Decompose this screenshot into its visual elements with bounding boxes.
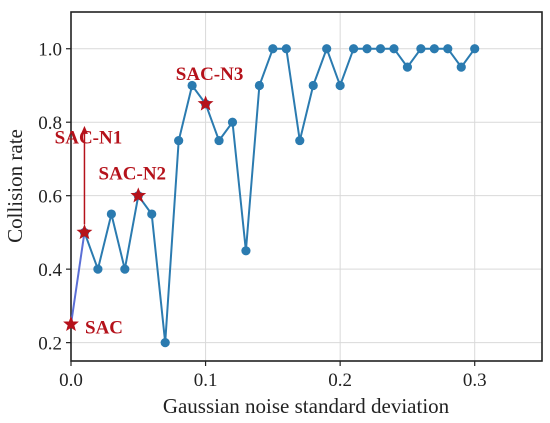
y-tick-label-1: 0.4 [38, 260, 62, 281]
data-point-20 [349, 44, 359, 54]
data-point-25 [416, 44, 426, 54]
y-tick-label-3: 0.8 [38, 113, 62, 134]
y-tick-label-4: 1.0 [38, 40, 62, 61]
star-marker-1 [76, 224, 93, 240]
data-point-19 [335, 80, 345, 91]
annotation-label-2: SAC-N2 [99, 164, 167, 185]
data-point-27 [443, 44, 453, 54]
y-axis-ticks: 0.2 0.4 0.6 0.8 1.0 [38, 40, 71, 355]
x-tick-label-0: 0.0 [59, 370, 83, 391]
x-axis-ticks: 0.0 0.1 0.2 0.3 [59, 361, 487, 391]
x-tick-label-2: 0.2 [328, 370, 352, 391]
data-point-26 [429, 44, 439, 54]
annotation-label-0: SAC [85, 317, 123, 338]
data-point-6 [160, 338, 170, 348]
data-point-11 [227, 117, 238, 127]
y-axis-label: Collision rate [3, 129, 27, 243]
data-point-3 [120, 264, 130, 274]
y-tick-label-0: 0.2 [38, 334, 62, 355]
data-point-12 [241, 246, 251, 256]
data-point-18 [322, 44, 332, 54]
plot-frame [70, 11, 543, 362]
data-point-1 [93, 264, 103, 274]
data-point-21 [362, 44, 372, 54]
data-point-7 [174, 135, 184, 146]
star-marker-2 [130, 187, 147, 203]
data-point-29 [470, 44, 480, 54]
grid [70, 12, 542, 361]
data-point-2 [106, 209, 116, 219]
data-point-23 [389, 44, 399, 54]
data-point-16 [295, 135, 305, 146]
sac-connector-line [70, 232, 86, 325]
annotation-label-3: SAC-N3 [176, 64, 244, 85]
star-marker-3 [197, 95, 214, 111]
data-point-24 [402, 62, 413, 72]
annotation-arrow-head [80, 125, 88, 134]
data-point-14 [268, 44, 278, 54]
annotation-label-1: SAC-N1 [55, 127, 123, 148]
data-point-8 [187, 80, 197, 91]
data-point-15 [281, 44, 291, 54]
data-point-5 [147, 209, 157, 219]
x-tick-label-3: 0.3 [463, 370, 487, 391]
data-point-13 [254, 80, 264, 91]
star-marker-0 [63, 315, 79, 331]
data-point-10 [214, 135, 224, 146]
y-tick-label-2: 0.6 [38, 187, 62, 208]
x-axis-label: Gaussian noise standard deviation [163, 394, 450, 418]
data-point-22 [375, 44, 386, 54]
data-point-28 [456, 62, 466, 72]
annotations: SAC SAC-N1 SAC-N2 SAC-N3 [55, 64, 244, 338]
data-point-17 [308, 80, 318, 91]
x-tick-label-1: 0.1 [194, 370, 218, 391]
